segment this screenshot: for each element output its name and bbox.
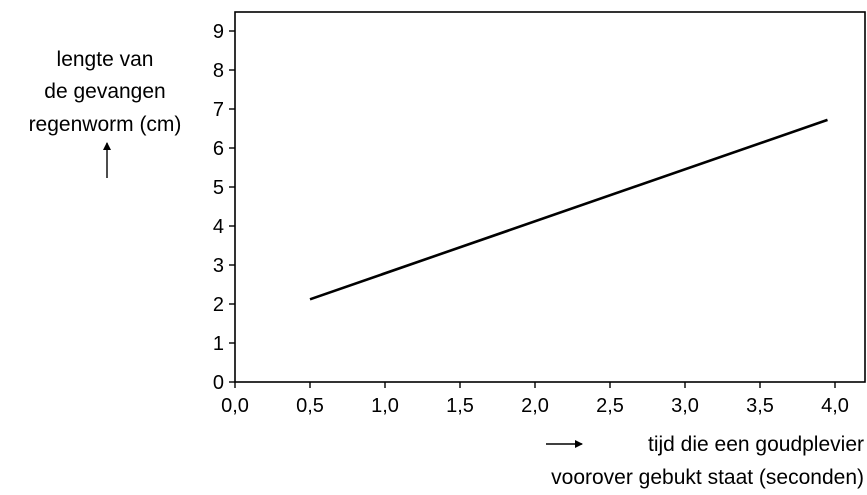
series-layer — [309, 118, 828, 301]
y-axis-title-line-2: de gevangen — [44, 80, 165, 103]
x-tick-label: 3,5 — [746, 395, 774, 417]
y-tick-label: 9 — [213, 21, 224, 43]
y-tick-label: 7 — [213, 99, 224, 121]
x-tick-label: 2,5 — [596, 395, 624, 417]
x-axis-ticks: 0,0 0,5 1,0 1,5 2,0 2,5 3,0 3,5 4,0 — [221, 382, 849, 417]
y-tick-label: 3 — [213, 255, 224, 277]
x-tick-label: 3,0 — [671, 395, 699, 417]
series-line — [309, 118, 828, 301]
x-tick-label: 1,5 — [446, 395, 474, 417]
plot-frame — [234, 11, 866, 383]
y-axis-title-line-3: regenworm (cm) — [29, 113, 182, 136]
x-tick-label: 4,0 — [821, 395, 849, 417]
y-tick-label: 1 — [213, 333, 224, 355]
x-tick-label: 0,0 — [221, 395, 249, 417]
y-tick-label: 2 — [213, 294, 224, 316]
x-tick-label: 1,0 — [371, 395, 399, 417]
y-axis-ticks: 0 1 2 3 4 5 6 7 8 9 — [213, 21, 235, 394]
y-tick-label: 0 — [213, 372, 224, 394]
x-axis-title-line-2: voorover gebukt staat (seconden) — [551, 466, 864, 489]
x-tick-label: 0,5 — [296, 395, 324, 417]
x-tick-label: 2,0 — [521, 395, 549, 417]
x-axis-title-line-1: tijd die een goudplevier — [648, 433, 864, 456]
y-tick-label: 4 — [213, 216, 224, 238]
y-tick-label: 5 — [213, 177, 224, 199]
y-tick-label: 6 — [213, 138, 224, 160]
y-axis-title-line-1: lengte van — [57, 48, 154, 71]
y-tick-label: 8 — [213, 60, 224, 82]
